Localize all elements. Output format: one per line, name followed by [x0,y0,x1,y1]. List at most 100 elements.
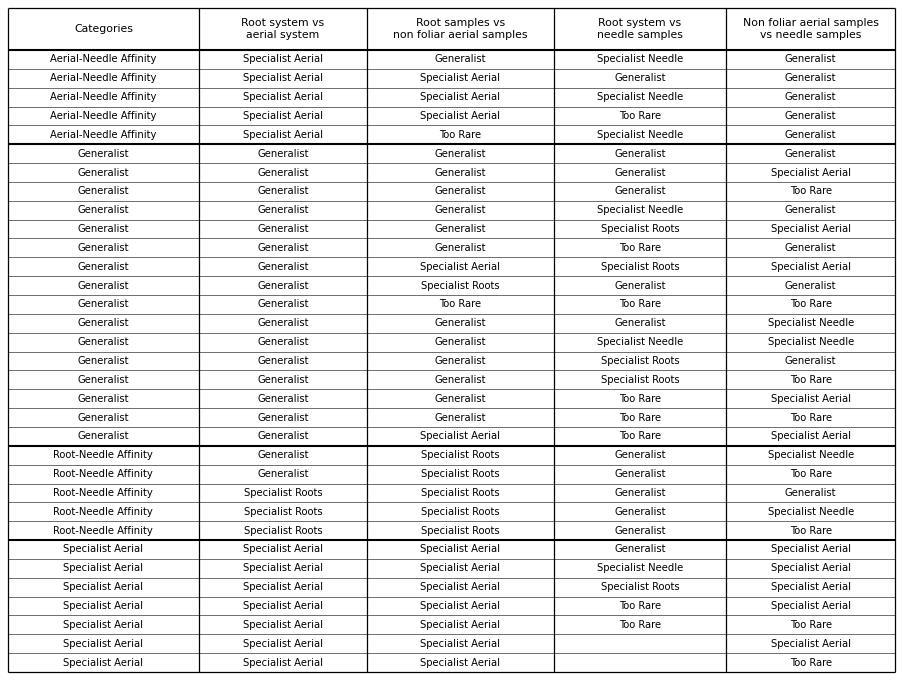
Text: Generalist: Generalist [257,262,308,272]
Text: Specialist Aerial: Specialist Aerial [770,394,850,404]
Text: Specialist Needle: Specialist Needle [767,318,853,328]
Text: Generalist: Generalist [613,526,665,536]
Text: Too Rare: Too Rare [788,299,831,309]
Text: Specialist Roots: Specialist Roots [420,450,499,460]
Text: Generalist: Generalist [78,224,129,234]
Text: Aerial-Needle Affinity: Aerial-Needle Affinity [51,54,156,65]
Text: Generalist: Generalist [257,167,308,177]
Text: Specialist Roots: Specialist Roots [600,582,678,592]
Text: Generalist: Generalist [434,167,485,177]
Text: Generalist: Generalist [434,205,485,215]
Text: Generalist: Generalist [784,54,835,65]
Text: Generalist: Generalist [613,318,665,328]
Text: Generalist: Generalist [434,186,485,197]
Text: Generalist: Generalist [434,318,485,328]
Text: Specialist Aerial: Specialist Aerial [243,620,323,630]
Text: Too Rare: Too Rare [438,130,481,140]
Text: Root-Needle Affinity: Root-Needle Affinity [53,488,153,498]
Text: Specialist Aerial: Specialist Aerial [243,582,323,592]
Text: Specialist Needle: Specialist Needle [596,563,682,573]
Text: Generalist: Generalist [434,394,485,404]
Text: Too Rare: Too Rare [788,375,831,385]
Text: Too Rare: Too Rare [618,413,660,422]
Text: Generalist: Generalist [613,73,665,83]
Text: Root system vs
aerial system: Root system vs aerial system [241,18,324,40]
Text: Root samples vs
non foliar aerial samples: Root samples vs non foliar aerial sample… [392,18,527,40]
Text: Generalist: Generalist [784,92,835,102]
Text: Generalist: Generalist [784,73,835,83]
Text: Specialist Needle: Specialist Needle [596,337,682,347]
Text: Generalist: Generalist [78,375,129,385]
Text: Generalist: Generalist [257,394,308,404]
Text: Too Rare: Too Rare [788,526,831,536]
Text: Generalist: Generalist [613,507,665,517]
Text: Specialist Aerial: Specialist Aerial [243,545,323,554]
Text: Generalist: Generalist [78,167,129,177]
Text: Generalist: Generalist [78,262,129,272]
Text: Generalist: Generalist [613,186,665,197]
Text: Specialist Needle: Specialist Needle [596,205,682,215]
Text: Generalist: Generalist [434,243,485,253]
Text: Specialist Needle: Specialist Needle [767,507,853,517]
Text: Generalist: Generalist [613,469,665,479]
Text: Specialist Aerial: Specialist Aerial [243,563,323,573]
Text: Too Rare: Too Rare [618,394,660,404]
Text: Too Rare: Too Rare [618,620,660,630]
Text: Specialist Aerial: Specialist Aerial [243,601,323,611]
Text: Generalist: Generalist [434,375,485,385]
Text: Specialist Aerial: Specialist Aerial [420,262,500,272]
Text: Specialist Roots: Specialist Roots [420,488,499,498]
Text: Specialist Roots: Specialist Roots [600,375,678,385]
Text: Too Rare: Too Rare [788,186,831,197]
Text: Generalist: Generalist [434,224,485,234]
Text: Specialist Needle: Specialist Needle [596,54,682,65]
Text: Generalist: Generalist [434,54,485,65]
Text: Specialist Aerial: Specialist Aerial [770,582,850,592]
Text: Specialist Aerial: Specialist Aerial [243,111,323,121]
Text: Specialist Aerial: Specialist Aerial [63,601,143,611]
Text: Generalist: Generalist [613,450,665,460]
Text: Generalist: Generalist [257,469,308,479]
Text: Generalist: Generalist [257,205,308,215]
Text: Specialist Roots: Specialist Roots [244,507,322,517]
Text: Specialist Roots: Specialist Roots [244,488,322,498]
Text: Specialist Aerial: Specialist Aerial [63,582,143,592]
Text: Non foliar aerial samples
vs needle samples: Non foliar aerial samples vs needle samp… [742,18,878,40]
Text: Specialist Aerial: Specialist Aerial [420,111,500,121]
Text: Specialist Roots: Specialist Roots [244,526,322,536]
Text: Specialist Aerial: Specialist Aerial [63,563,143,573]
Text: Generalist: Generalist [78,149,129,158]
Text: Too Rare: Too Rare [618,111,660,121]
Text: Generalist: Generalist [613,149,665,158]
Text: Specialist Aerial: Specialist Aerial [770,545,850,554]
Text: Too Rare: Too Rare [438,299,481,309]
Text: Generalist: Generalist [257,149,308,158]
Text: Generalist: Generalist [784,149,835,158]
Text: Specialist Roots: Specialist Roots [600,356,678,366]
Text: Too Rare: Too Rare [618,431,660,441]
Text: Too Rare: Too Rare [618,243,660,253]
Text: Specialist Aerial: Specialist Aerial [420,73,500,83]
Text: Generalist: Generalist [78,337,129,347]
Text: Generalist: Generalist [613,545,665,554]
Text: Generalist: Generalist [434,337,485,347]
Text: Root-Needle Affinity: Root-Needle Affinity [53,450,153,460]
Text: Generalist: Generalist [257,431,308,441]
Text: Specialist Aerial: Specialist Aerial [243,658,323,668]
Text: Too Rare: Too Rare [618,601,660,611]
Text: Specialist Aerial: Specialist Aerial [63,545,143,554]
Text: Specialist Aerial: Specialist Aerial [63,620,143,630]
Text: Too Rare: Too Rare [618,299,660,309]
Text: Specialist Aerial: Specialist Aerial [243,639,323,649]
Text: Root-Needle Affinity: Root-Needle Affinity [53,507,153,517]
Text: Specialist Roots: Specialist Roots [420,469,499,479]
Text: Generalist: Generalist [78,318,129,328]
Text: Generalist: Generalist [257,356,308,366]
Text: Generalist: Generalist [613,281,665,290]
Text: Generalist: Generalist [784,243,835,253]
Text: Generalist: Generalist [257,186,308,197]
Text: Generalist: Generalist [257,413,308,422]
Text: Specialist Roots: Specialist Roots [600,224,678,234]
Text: Specialist Roots: Specialist Roots [420,526,499,536]
Text: Root-Needle Affinity: Root-Needle Affinity [53,469,153,479]
